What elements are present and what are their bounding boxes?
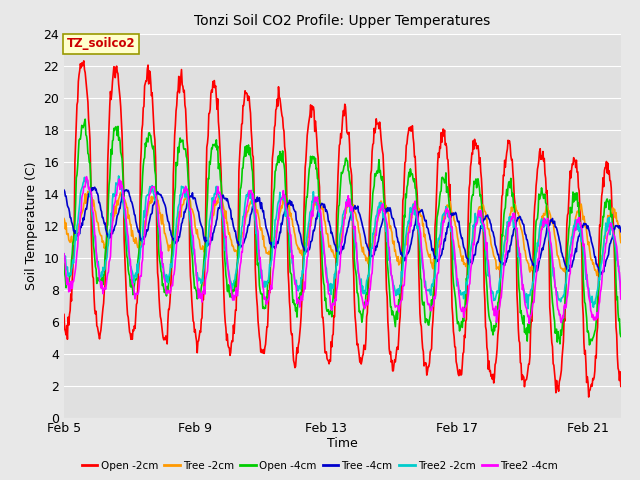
Tree2 -2cm (173, 213, 181, 219)
X-axis label: Time: Time (327, 437, 358, 450)
Tree -4cm (486, 220, 494, 226)
Tree -2cm (349, 203, 357, 208)
Tree -4cm (91, 184, 99, 190)
Tree -4cm (597, 271, 605, 277)
Open -4cm (396, 282, 404, 288)
Tree -4cm (60, 187, 68, 193)
Tree2 -2cm (486, 284, 494, 289)
Open -2cm (124, 314, 132, 320)
Tree -2cm (136, 242, 143, 248)
Open -4cm (486, 318, 494, 324)
Open -2cm (60, 312, 68, 317)
Open -4cm (586, 342, 593, 348)
Title: Tonzi Soil CO2 Profile: Upper Temperatures: Tonzi Soil CO2 Profile: Upper Temperatur… (195, 14, 490, 28)
Open -2cm (349, 254, 357, 260)
Open -4cm (124, 267, 132, 273)
Open -4cm (617, 334, 625, 339)
Open -4cm (173, 162, 181, 168)
Tree -4cm (136, 232, 143, 238)
Line: Tree2 -4cm: Tree2 -4cm (64, 177, 621, 324)
Tree -2cm (396, 260, 404, 266)
Open -2cm (396, 314, 404, 320)
Tree2 -2cm (60, 251, 68, 257)
Line: Tree -4cm: Tree -4cm (64, 187, 621, 274)
Open -2cm (486, 368, 494, 373)
Tree2 -2cm (349, 216, 357, 222)
Open -2cm (617, 384, 625, 389)
Tree -4cm (617, 229, 625, 235)
Tree2 -2cm (396, 283, 404, 288)
Tree2 -4cm (136, 274, 143, 280)
Open -4cm (136, 236, 143, 241)
Line: Tree2 -2cm: Tree2 -2cm (64, 176, 621, 309)
Tree2 -4cm (173, 233, 181, 239)
Tree -2cm (486, 234, 494, 240)
Tree2 -2cm (136, 255, 143, 261)
Tree -2cm (60, 216, 68, 221)
Tree -2cm (84, 188, 92, 194)
Tree2 -2cm (115, 173, 122, 179)
Tree2 -4cm (396, 300, 404, 306)
Open -4cm (349, 216, 357, 222)
Open -2cm (136, 220, 143, 226)
Tree -4cm (124, 188, 132, 193)
Tree2 -4cm (525, 321, 533, 326)
Legend: Open -2cm, Tree -2cm, Open -4cm, Tree -4cm, Tree2 -2cm, Tree2 -4cm: Open -2cm, Tree -2cm, Open -4cm, Tree -4… (77, 456, 563, 475)
Tree -4cm (396, 248, 404, 253)
Tree2 -2cm (617, 290, 625, 296)
Text: TZ_soilco2: TZ_soilco2 (67, 37, 136, 50)
Open -2cm (173, 90, 181, 96)
Tree -2cm (617, 240, 625, 245)
Open -2cm (585, 394, 593, 400)
Tree2 -4cm (486, 282, 494, 288)
Open -4cm (60, 260, 68, 266)
Tree2 -4cm (83, 174, 90, 180)
Tree2 -4cm (60, 251, 68, 257)
Tree -2cm (124, 216, 132, 221)
Open -4cm (81, 116, 89, 122)
Tree -4cm (349, 208, 357, 214)
Line: Open -4cm: Open -4cm (64, 119, 621, 345)
Tree -4cm (173, 237, 181, 242)
Open -2cm (80, 58, 88, 64)
Tree -2cm (593, 273, 601, 278)
Tree2 -4cm (124, 234, 132, 240)
Tree2 -4cm (349, 215, 357, 220)
Y-axis label: Soil Temperature (C): Soil Temperature (C) (25, 161, 38, 290)
Tree2 -4cm (617, 296, 625, 302)
Line: Tree -2cm: Tree -2cm (64, 191, 621, 276)
Tree2 -2cm (124, 249, 132, 254)
Tree -2cm (173, 225, 181, 231)
Line: Open -2cm: Open -2cm (64, 61, 621, 397)
Tree2 -2cm (524, 306, 532, 312)
